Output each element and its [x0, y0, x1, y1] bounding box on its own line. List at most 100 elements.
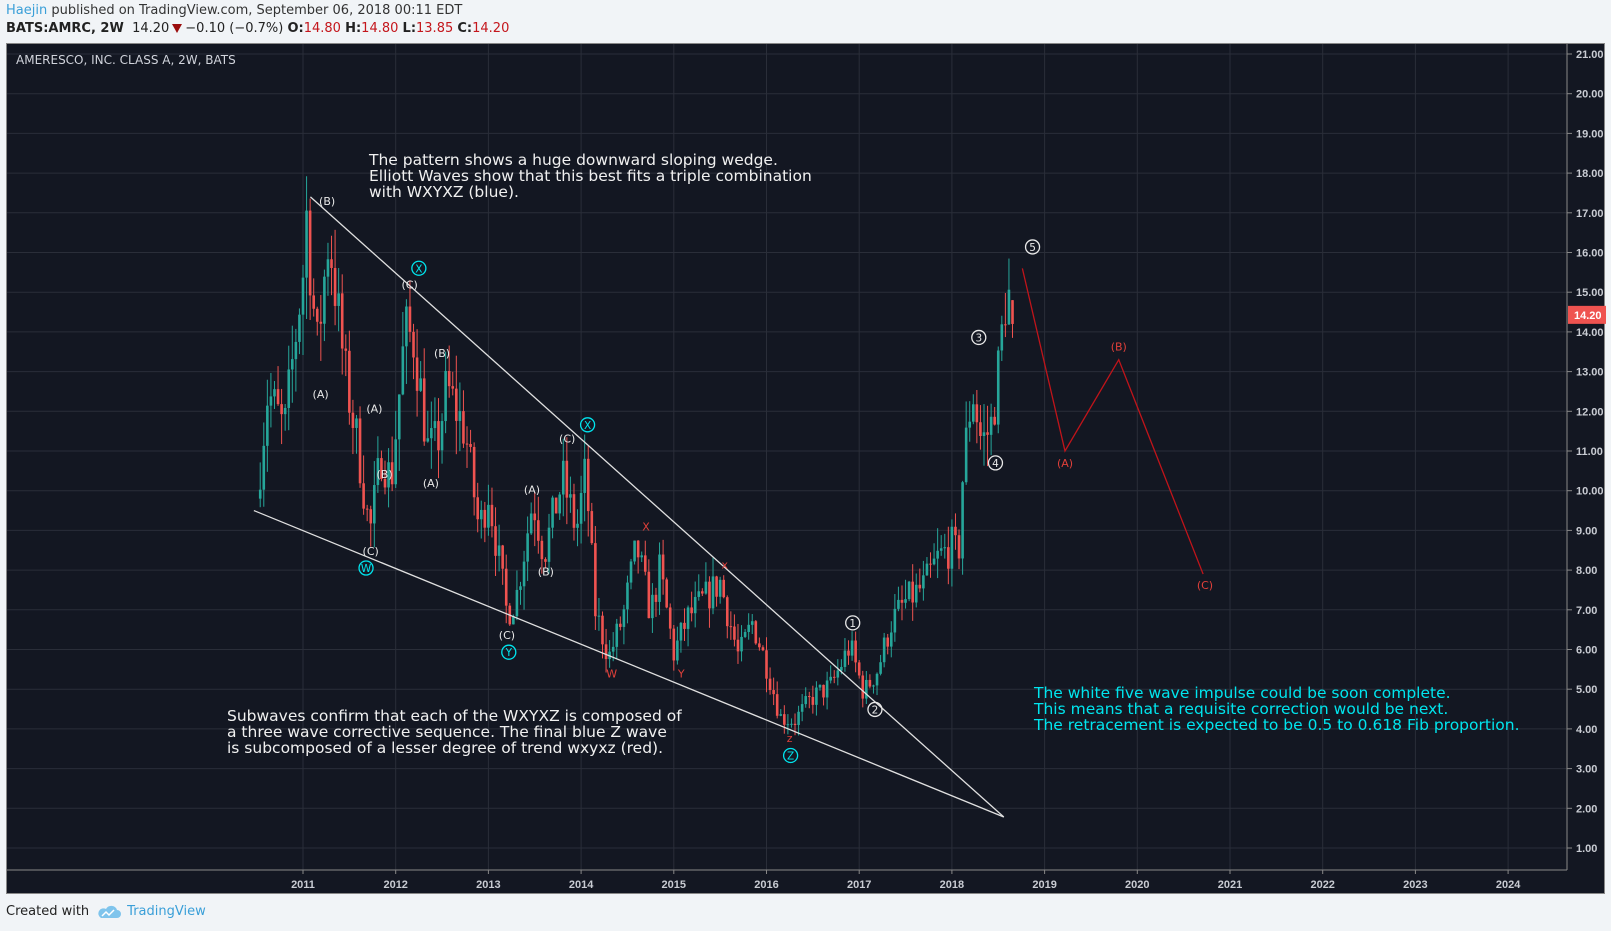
close-label: C:: [457, 21, 473, 36]
candle-body: [1007, 289, 1011, 325]
candle-body: [340, 293, 344, 349]
candle-body: [875, 673, 879, 686]
circled-wave-group: 4: [987, 455, 1004, 471]
symbol-bar: BATS:AMRC, 2W 14.20 −0.10 (−0.7%) O:14.80…: [6, 21, 509, 36]
wave-label-group: Y: [677, 667, 685, 680]
candle-body: [497, 545, 501, 556]
wave-circle: [845, 615, 861, 631]
candle-body: [551, 497, 554, 528]
wave-label: (B): [434, 347, 450, 360]
circled-wave-label: 1: [849, 618, 856, 630]
note-wedge: The pattern shows a huge downward slopin…: [369, 151, 812, 201]
candle-body: [447, 370, 451, 387]
candle-body: [989, 416, 993, 435]
candle-body: [401, 346, 405, 395]
wave-label: (A): [313, 388, 329, 401]
candle-body: [733, 626, 736, 640]
candle-body: [743, 631, 747, 637]
candle-body: [351, 412, 355, 428]
note-impulse: The white five wave impulse could be soo…: [1034, 684, 1520, 734]
candle-body: [790, 723, 793, 725]
candle-body: [718, 579, 722, 597]
candle-body: [736, 639, 740, 652]
last-price-tag-group: 14.20: [1568, 305, 1606, 324]
x-tick-label: 2024: [1496, 879, 1521, 891]
wave-label-group: (A): [366, 403, 382, 416]
x-tick-label: 2020: [1125, 879, 1149, 891]
last-price: 14.20: [132, 21, 170, 36]
candle-body: [654, 594, 658, 602]
candle-body: [455, 388, 458, 421]
candle-body: [565, 460, 569, 498]
wave-label-group: (C): [559, 432, 575, 445]
candle-body: [526, 533, 529, 562]
wave-circle: [501, 644, 517, 660]
wave-circle: [782, 747, 799, 764]
wave-label: (C): [363, 545, 379, 558]
candle-body: [943, 547, 947, 549]
candle-body: [679, 622, 683, 641]
y-tick-label: 9.00: [1576, 525, 1597, 537]
candle-body: [298, 314, 301, 342]
high-label: H:: [345, 21, 362, 36]
candle-body: [494, 526, 497, 556]
wave-label: z: [787, 732, 793, 745]
candle-body: [433, 421, 437, 429]
candle-body: [768, 678, 772, 691]
candle-body: [1000, 324, 1004, 351]
candle-body: [515, 589, 519, 617]
candle-body: [305, 210, 308, 278]
candle-body: [857, 662, 861, 676]
candle-body: [747, 624, 750, 632]
last-price-tag: [1568, 305, 1606, 324]
x-tick-label: 2017: [847, 879, 871, 891]
candle-body: [815, 687, 818, 705]
chart-canvas[interactable]: 21.0020.0019.0018.0017.0016.0015.0014.00…: [7, 44, 1606, 895]
candle-body: [440, 421, 444, 451]
candle-body: [975, 404, 979, 423]
candle-body: [914, 584, 918, 603]
circled-wave-group: W: [358, 560, 374, 576]
candle-body: [380, 458, 383, 479]
candle-body: [579, 492, 583, 524]
circled-wave-group: X: [411, 260, 427, 276]
y-tick-label: 11.00: [1576, 446, 1603, 458]
circled-wave-group: 1: [845, 615, 861, 631]
x-tick-label: 2021: [1218, 879, 1242, 891]
candle-body: [779, 714, 783, 716]
candle-body: [419, 378, 422, 391]
candle-body: [312, 295, 315, 309]
candle-body: [797, 711, 800, 726]
wave-label: (B): [319, 195, 335, 208]
candle-body: [715, 576, 718, 597]
candle-body: [451, 386, 455, 389]
candle-body: [950, 526, 954, 569]
candle-body: [979, 422, 982, 437]
tradingview-link[interactable]: TradingView: [97, 904, 206, 919]
candle-body: [971, 404, 975, 422]
candle-body: [547, 527, 551, 562]
wave-label-group: (B): [1111, 341, 1127, 354]
candle-body: [369, 509, 373, 524]
candle-body: [348, 350, 351, 413]
author-link[interactable]: Haejin: [6, 3, 48, 18]
candle-body: [636, 540, 640, 558]
candle-body: [964, 427, 968, 483]
y-tick-label: 5.00: [1576, 684, 1597, 696]
candle-body: [850, 640, 854, 656]
candle-body: [900, 599, 904, 603]
candle-body: [479, 509, 483, 520]
y-tick-label: 6.00: [1576, 645, 1597, 657]
candle-body: [469, 444, 472, 447]
chart-panel[interactable]: 21.00 20.00 19.00 18.00 17.00 16.00 15.00 14.00…: [6, 43, 1606, 895]
candle-body: [408, 306, 412, 332]
candle-body: [676, 640, 679, 661]
candle-body: [758, 643, 761, 648]
candle-body: [936, 550, 939, 559]
candle-body: [704, 581, 708, 594]
candle-body: [512, 616, 515, 625]
candle-body: [811, 696, 815, 705]
candle-body: [294, 341, 298, 360]
wave-circle: [1024, 239, 1041, 255]
candle-body: [929, 563, 932, 565]
